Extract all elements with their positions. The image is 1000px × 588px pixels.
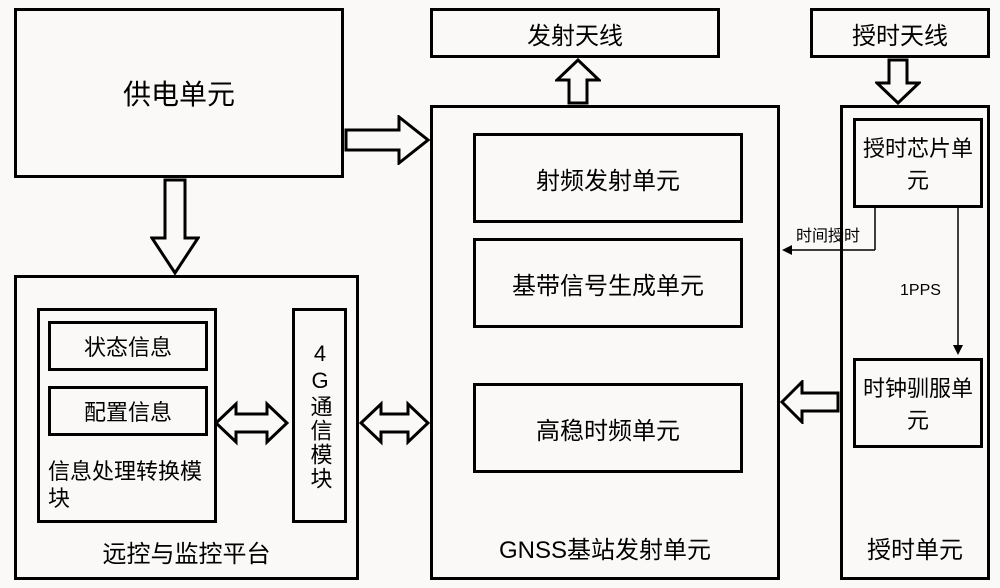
power-unit-box: 供电单元 xyxy=(14,8,344,178)
timing-chip-label: 授时芯片单元 xyxy=(856,131,980,195)
timing-antenna-label: 授时天线 xyxy=(852,16,948,51)
arrow-clock-to-gnss xyxy=(780,380,840,424)
status-info-label: 状态信息 xyxy=(84,330,172,362)
baseband-box: 基带信号生成单元 xyxy=(473,238,743,328)
remote-platform-caption: 远控与监控平台 xyxy=(17,534,356,569)
timing-unit-caption: 授时单元 xyxy=(843,530,987,565)
config-info-label: 配置信息 xyxy=(84,395,172,427)
comm-module-label: 4G通信模块 xyxy=(304,341,336,491)
info-module-caption: 信息处理转换模块 xyxy=(48,459,206,512)
clock-discipline-label: 时钟驯服单元 xyxy=(856,371,980,435)
time-sync-label: 时间授时 xyxy=(796,222,860,246)
tx-antenna-box: 发射天线 xyxy=(430,8,720,58)
pps-label: 1PPS xyxy=(900,282,941,300)
timing-antenna-box: 授时天线 xyxy=(810,8,990,58)
stable-clock-label: 高稳时频单元 xyxy=(536,411,680,446)
arrow-power-to-remote xyxy=(150,178,200,275)
config-info-box: 配置信息 xyxy=(48,386,208,436)
arrow-chip-to-discipline xyxy=(948,205,968,355)
status-info-box: 状态信息 xyxy=(48,321,208,371)
arrow-rf-to-antenna xyxy=(555,58,601,105)
comm-module-box: 4G通信模块 xyxy=(292,308,347,523)
rf-tx-box: 射频发射单元 xyxy=(473,133,743,223)
remote-platform-container: 状态信息 配置信息 信息处理转换模块 4G通信模块 远控与监控平台 xyxy=(14,275,359,580)
stable-clock-box: 高稳时频单元 xyxy=(473,383,743,473)
tx-antenna-label: 发射天线 xyxy=(527,16,623,51)
clock-discipline-box: 时钟驯服单元 xyxy=(853,358,983,448)
gnss-unit-container: 射频发射单元 基带信号生成单元 高稳时频单元 GNSS基站发射单元 xyxy=(430,105,780,580)
power-unit-label: 供电单元 xyxy=(123,73,235,113)
arrow-timing-antenna-down xyxy=(875,58,921,105)
arrow-4g-to-gnss xyxy=(359,400,430,446)
rf-tx-label: 射频发射单元 xyxy=(536,161,680,196)
arrow-power-to-gnss xyxy=(344,115,430,165)
gnss-caption: GNSS基站发射单元 xyxy=(433,530,777,565)
arrow-info-to-4g xyxy=(214,400,289,446)
baseband-label: 基带信号生成单元 xyxy=(502,266,714,301)
info-module-box: 状态信息 配置信息 信息处理转换模块 xyxy=(37,308,217,523)
timing-chip-box: 授时芯片单元 xyxy=(853,118,983,208)
